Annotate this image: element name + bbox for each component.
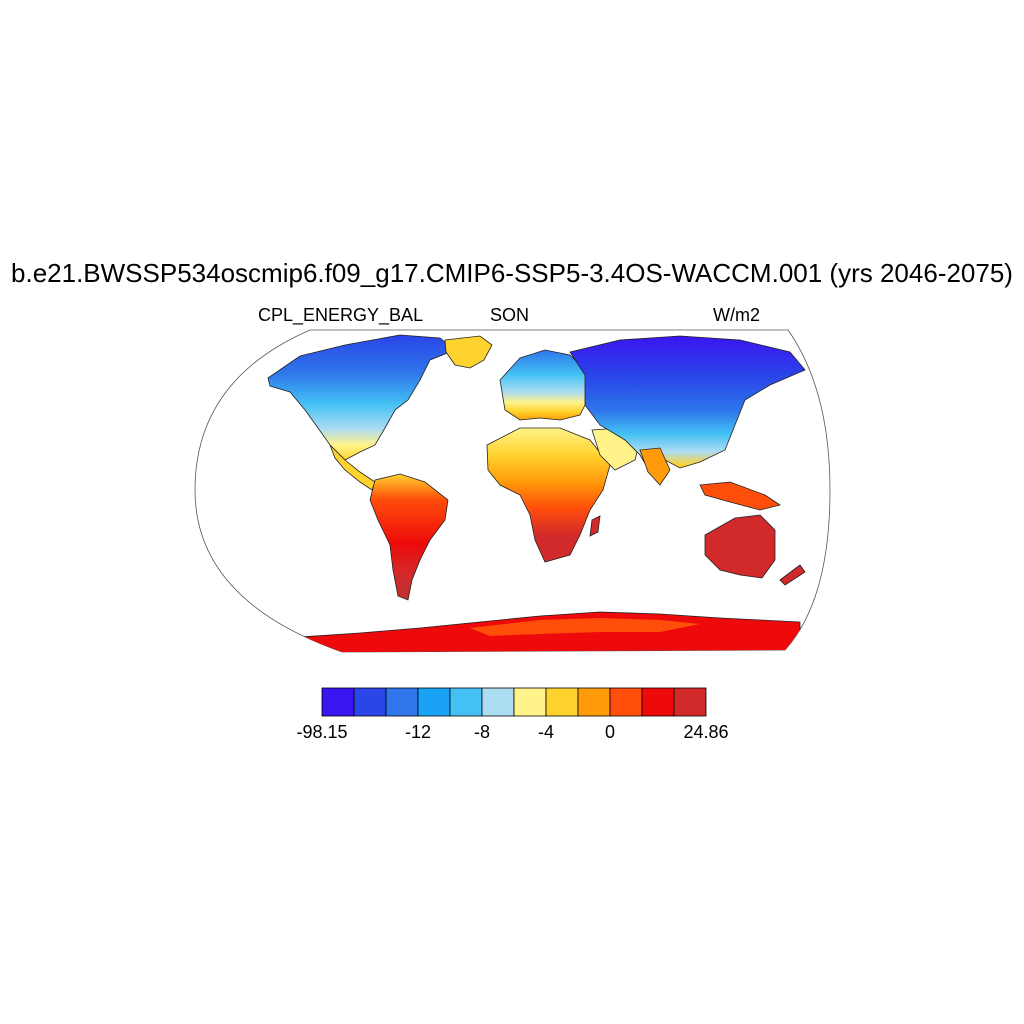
colorbar-swatch xyxy=(513,687,547,717)
colorbar-tick-label: -4 xyxy=(538,722,554,742)
colorbar-tick-label: 0 xyxy=(605,722,615,742)
region-greenland xyxy=(444,335,493,369)
colorbar-swatch xyxy=(673,687,707,717)
colorbar-swatch xyxy=(609,687,643,717)
region-central-america xyxy=(329,444,376,491)
region-north-america xyxy=(267,334,456,461)
region-africa xyxy=(486,427,611,563)
region-asia xyxy=(569,335,806,473)
region-south-asia xyxy=(639,447,671,486)
colorbar-swatch xyxy=(353,687,387,717)
region-madagascar xyxy=(589,515,601,537)
region-australia xyxy=(704,514,776,579)
colorbar-swatch xyxy=(321,687,355,717)
region-antarctica-interior xyxy=(470,618,700,636)
colorbar-swatch xyxy=(417,687,451,717)
colorbar-swatch xyxy=(545,687,579,717)
colorbar-tick-label: 24.86 xyxy=(683,722,728,742)
plot-title: b.e21.BWSSP534oscmip6.f09_g17.CMIP6-SSP5… xyxy=(11,258,1013,288)
colorbar-tick-label: -8 xyxy=(474,722,490,742)
colorbar-swatch xyxy=(449,687,483,717)
colorbar-swatch xyxy=(385,687,419,717)
colorbar-swatch xyxy=(577,687,611,717)
colorbar-tick-label: -98.15 xyxy=(296,722,347,742)
units-label: W/m2 xyxy=(713,305,760,325)
region-indonesia xyxy=(699,481,781,511)
colorbar-tick-label: -12 xyxy=(405,722,431,742)
variable-label: CPL_ENERGY_BAL xyxy=(258,305,424,325)
colorbar-swatch xyxy=(641,687,675,717)
region-south-america xyxy=(369,473,449,601)
season-label: SON xyxy=(490,305,530,325)
colorbar-swatch xyxy=(481,687,515,717)
region-new-zealand xyxy=(779,564,806,586)
